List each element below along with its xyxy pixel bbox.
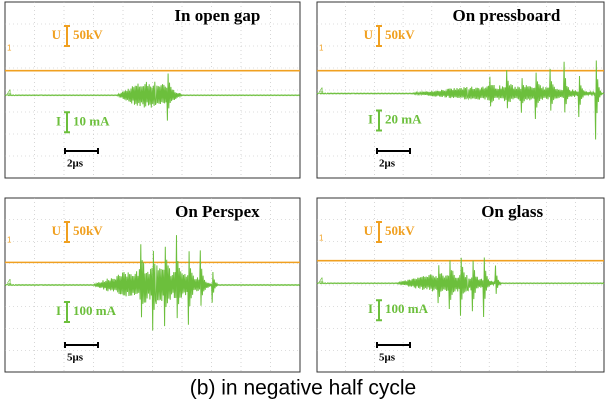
time-scale: 5μs — [379, 352, 396, 364]
current-symbol: I — [368, 301, 373, 316]
panel-title: On glass — [481, 202, 543, 221]
channel-marker: 4 — [319, 276, 324, 285]
current-symbol: I — [56, 303, 61, 318]
panel-title: On Perspex — [175, 202, 260, 221]
channel-marker: 1 — [7, 235, 12, 244]
scope-panel: 1 4 On glass U 50kV I 100 mA 5μs — [317, 198, 604, 372]
voltage-symbol: U — [364, 27, 374, 42]
panel-title: In open gap — [174, 6, 260, 25]
voltage-scale: 50kV — [385, 223, 415, 238]
current-scale: 20 mA — [385, 112, 422, 127]
current-symbol: I — [56, 113, 61, 128]
channel-marker: 1 — [319, 44, 324, 53]
voltage-scale: 50kV — [73, 223, 103, 238]
channel-marker: 4 — [7, 278, 12, 287]
scope-panel: 1 4 In open gap U 50kV I 10 mA 2μs — [5, 2, 300, 178]
figure: (b) in negative half cycle 1 4 In open gap… — [0, 0, 606, 405]
current-symbol: I — [368, 112, 373, 127]
channel-marker: 4 — [7, 88, 12, 97]
scope-panel: 1 4 On pressboard U 50kV I 20 mA 2μs — [317, 2, 604, 178]
time-scale: 2μs — [67, 158, 84, 170]
current-scale: 100 mA — [73, 303, 117, 318]
channel-marker: 1 — [319, 234, 324, 243]
scope-panel: 1 4 On Perspex U 50kV I 100 mA 5μs — [5, 198, 300, 372]
channel-marker: 4 — [319, 87, 324, 96]
voltage-scale: 50kV — [385, 27, 415, 42]
current-scale: 10 mA — [73, 113, 110, 128]
voltage-symbol: U — [52, 27, 62, 42]
voltage-symbol: U — [52, 223, 62, 238]
panel-title: On pressboard — [452, 6, 560, 25]
voltage-scale: 50kV — [73, 27, 103, 42]
voltage-symbol: U — [364, 223, 374, 238]
channel-marker: 1 — [7, 44, 12, 53]
current-scale: 100 mA — [385, 301, 429, 316]
time-scale: 2μs — [379, 158, 396, 170]
time-scale: 5μs — [67, 352, 84, 364]
caption: (b) in negative half cycle — [190, 377, 416, 400]
